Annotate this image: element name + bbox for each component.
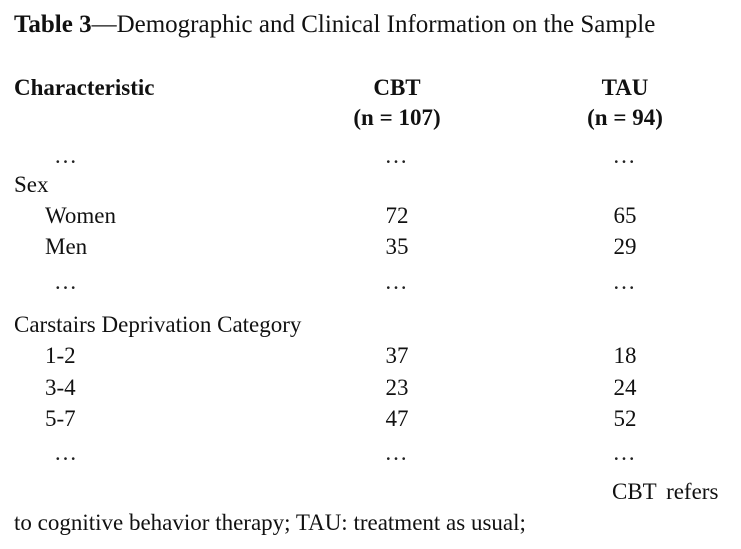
ellipsis-tau: …	[612, 269, 638, 294]
ellipsis-cbt: …	[384, 143, 410, 168]
row-cbt-value: 72	[385, 203, 409, 228]
ellipsis-label: …	[54, 143, 79, 168]
ellipsis-tau: …	[612, 143, 638, 168]
row-label: 3-4	[45, 375, 76, 400]
ellipsis-tau: …	[612, 440, 638, 465]
ellipsis-label: …	[54, 269, 79, 294]
table-row: 3-4 23 24	[0, 372, 741, 403]
row-tau-value: 18	[613, 343, 637, 368]
section-carstairs-title-row: Carstairs Deprivation Category	[0, 309, 741, 340]
ellipsis-row: … … …	[0, 266, 741, 297]
table-caption: Table 3—Demographic and Clinical Informa…	[14, 10, 655, 40]
row-cbt-value: 35	[385, 234, 409, 259]
table-row: Men 35 29	[0, 231, 741, 262]
table-row: 1-2 37 18	[0, 340, 741, 371]
row-cbt-value: 23	[385, 375, 409, 400]
row-tau-value: 29	[613, 234, 637, 259]
header-tau: TAU (n = 94)	[545, 73, 705, 133]
table-note-line2: to cognitive behavior therapy; TAU: trea…	[14, 510, 526, 535]
table-number: Table 3	[14, 11, 92, 38]
ellipsis-cbt: …	[384, 440, 410, 465]
ellipsis-label: …	[54, 440, 79, 465]
row-label: 5-7	[45, 406, 76, 431]
row-cbt-value: 47	[385, 406, 409, 431]
section-sex-title-row: Sex	[0, 169, 741, 200]
row-tau-value: 52	[613, 406, 637, 431]
header-characteristic: Characteristic	[14, 75, 155, 100]
ellipsis-row: … … …	[0, 140, 741, 171]
row-label: Men	[45, 234, 88, 259]
section-sex-title: Sex	[14, 172, 49, 197]
header-cbt-n: (n = 107)	[353, 105, 441, 130]
table-title: —Demographic and Clinical Information on…	[91, 11, 656, 38]
header-tau-n: (n = 94)	[587, 105, 663, 130]
row-label: Women	[45, 203, 116, 228]
header-cbt-name: CBT	[373, 75, 421, 100]
header-tau-name: TAU	[601, 75, 649, 100]
table-row: 5-7 47 52	[0, 403, 741, 434]
ellipsis-row: … … …	[0, 437, 741, 468]
table-row: Women 72 65	[0, 200, 741, 231]
header-cbt: CBT (n = 107)	[317, 73, 477, 133]
section-carstairs-title: Carstairs Deprivation Category	[14, 312, 302, 337]
row-tau-value: 65	[613, 203, 637, 228]
ellipsis-cbt: …	[384, 269, 410, 294]
row-cbt-value: 37	[385, 343, 409, 368]
table-note-line1: CBT refers	[612, 479, 719, 504]
row-tau-value: 24	[613, 375, 637, 400]
row-label: 1-2	[45, 343, 76, 368]
